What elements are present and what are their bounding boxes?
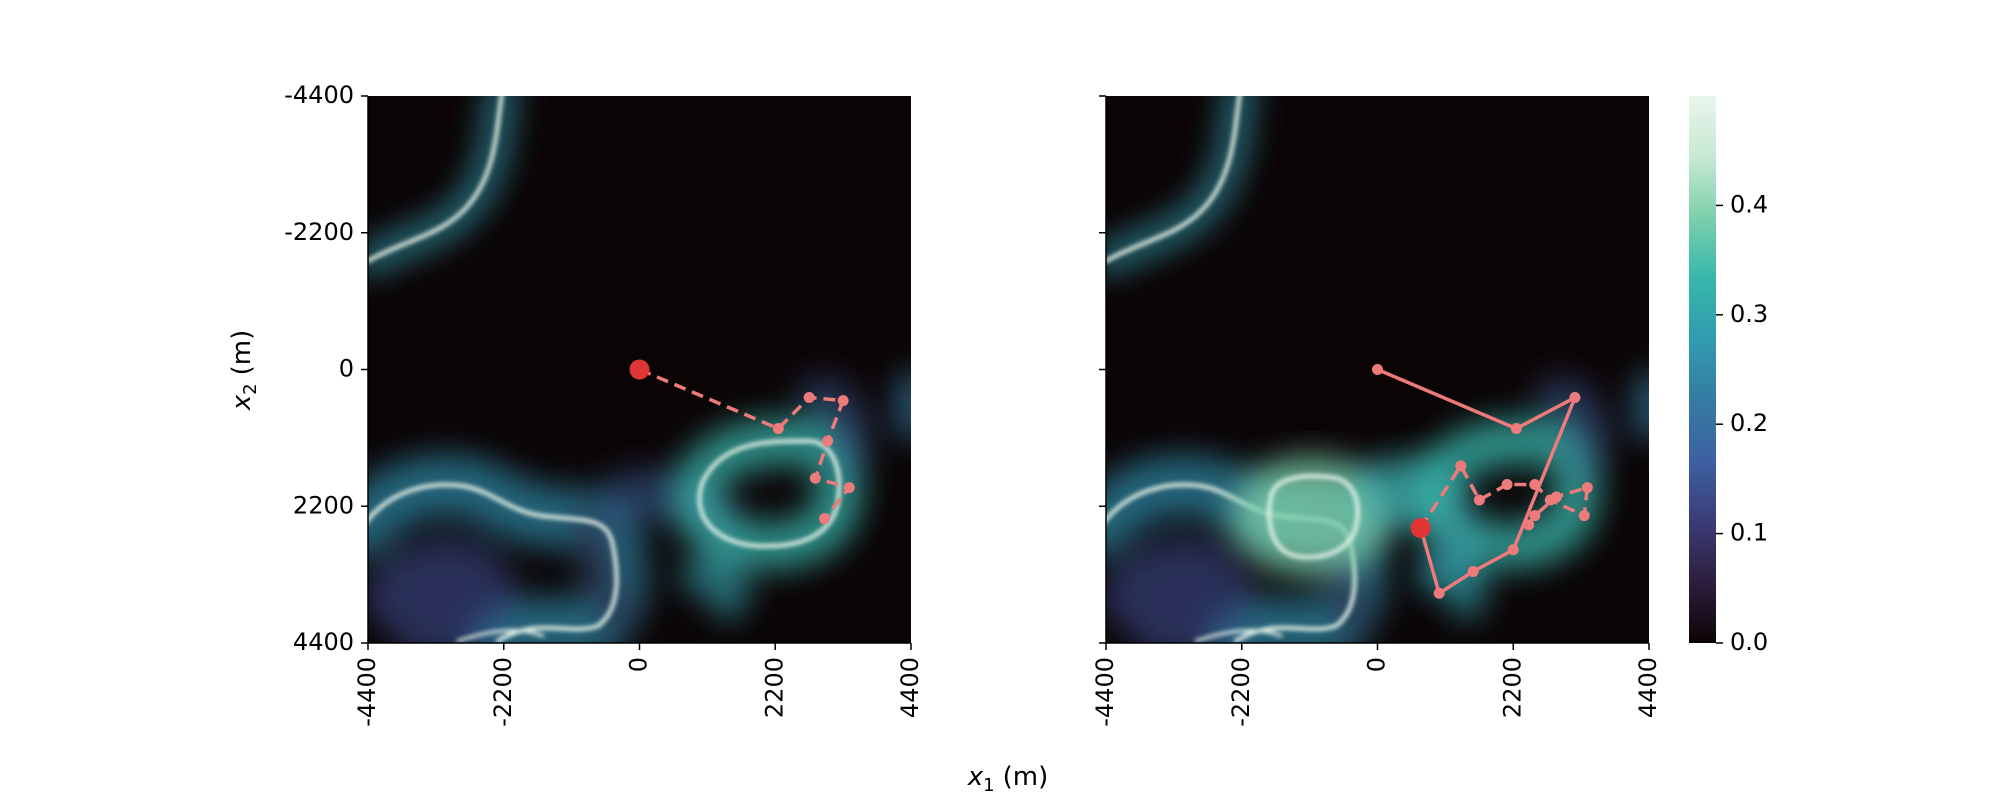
x-tick-label: 2200 <box>1498 657 1526 718</box>
path-waypoint <box>843 482 855 494</box>
x-tick-label: 2200 <box>760 657 788 718</box>
x-tick-label: -2200 <box>1227 657 1255 727</box>
x-tick-label: -2200 <box>489 657 517 727</box>
colorbar-tick-label: 0.1 <box>1730 519 1768 547</box>
x-tick-label: -4400 <box>353 657 381 727</box>
heatmap-panel-left <box>368 96 911 643</box>
colorbar-tick-label: 0.3 <box>1730 300 1768 328</box>
path-waypoint <box>1473 494 1485 506</box>
x-tick-label: 4400 <box>896 657 924 718</box>
colorbar: 0.0 0.1 0.2 0.3 0.4 <box>1689 96 1768 656</box>
path-waypoint <box>1467 566 1479 578</box>
y-axis-label: x2(m) <box>227 330 261 411</box>
colorbar-tick-label: 0.2 <box>1730 409 1768 437</box>
heatmap-panel-right <box>1106 96 1649 643</box>
y-tick-label: -4400 <box>284 81 354 109</box>
path-waypoint <box>1501 478 1513 490</box>
y-tick-label: 4400 <box>293 628 354 656</box>
path-waypoint <box>1523 519 1535 531</box>
path-waypoint <box>1455 460 1467 472</box>
x-tick-label: 4400 <box>1634 657 1662 718</box>
path-waypoint <box>1433 587 1445 599</box>
axes-right: -4400 -2200 0 2200 4400 <box>1091 95 1662 727</box>
path-waypoint <box>1550 491 1562 503</box>
y-tick-label: 2200 <box>293 491 354 519</box>
colorbar-tick-label: 0.4 <box>1730 190 1768 218</box>
x-axis-label: x1 (m) <box>967 762 1048 796</box>
colorbar-tick-label: 0.0 <box>1730 628 1768 656</box>
start-point <box>1410 518 1431 539</box>
path-waypoint <box>1372 364 1383 375</box>
path-waypoint <box>772 423 784 435</box>
x-tick-label: 0 <box>625 657 653 672</box>
path-waypoint <box>1529 478 1541 490</box>
path-waypoint <box>837 395 849 407</box>
start-point <box>629 359 650 380</box>
path-waypoint <box>822 435 834 447</box>
path-waypoint <box>803 391 815 403</box>
colorbar-gradient <box>1689 96 1716 643</box>
trajectory-dashed <box>638 367 852 520</box>
x-tick-label: -4400 <box>1091 657 1119 727</box>
path-waypoint <box>809 472 821 484</box>
path-waypoint <box>1529 510 1541 522</box>
y-tick-label: 0 <box>339 355 354 383</box>
path-waypoint <box>1578 510 1590 522</box>
path-waypoint <box>819 513 831 525</box>
x-tick-label: 0 <box>1363 657 1391 672</box>
y-tick-label: -2200 <box>284 218 354 246</box>
path-waypoint <box>1510 423 1522 435</box>
path-waypoint <box>1569 391 1581 403</box>
path-waypoint <box>1507 544 1519 556</box>
path-waypoint <box>1581 482 1593 494</box>
